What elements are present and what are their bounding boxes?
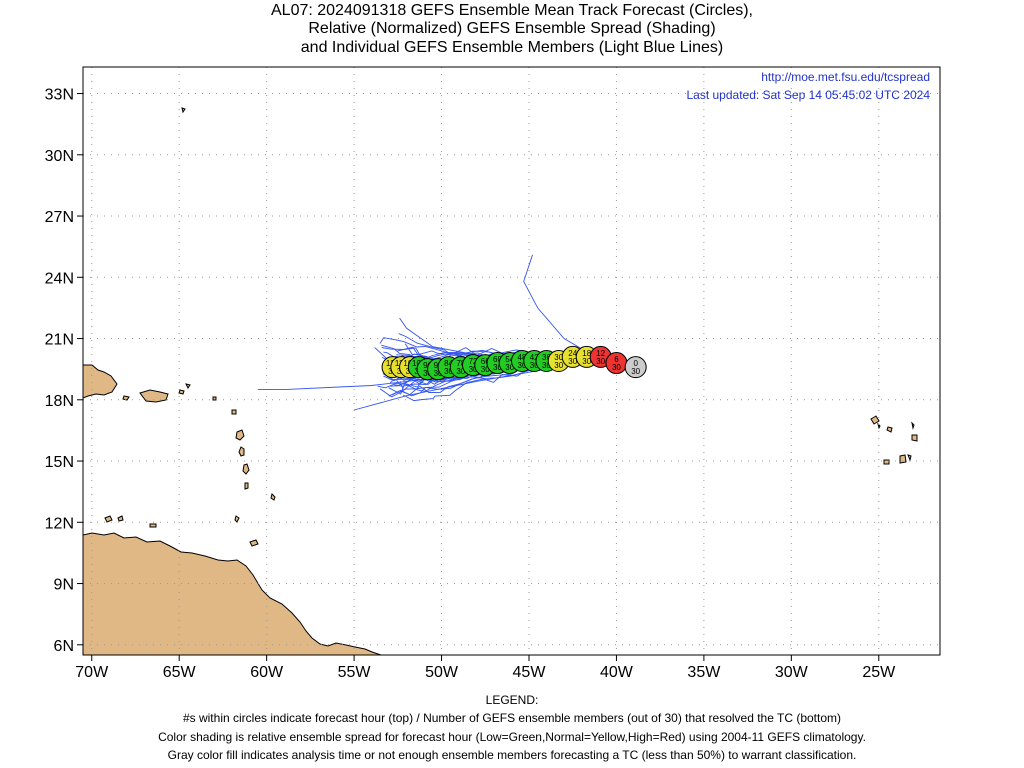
last-updated: Last updated: Sat Sep 14 05:45:02 UTC 20… [686,88,930,102]
lon-tick-label: 65W [163,664,197,681]
forecast-hour-label: 30 [554,353,563,362]
forecast-hour-label: 78 [456,359,465,368]
lon-tick-label: 25W [862,664,896,681]
lat-tick-label: 24N [45,270,74,287]
member-count-label: 30 [469,365,478,374]
south-america-land [83,532,382,655]
forecast-hour-label: 18 [582,349,591,358]
lon-tick-label: 55W [338,664,372,681]
title-line-1: AL07: 2024091318 GEFS Ensemble Mean Trac… [271,2,753,19]
lon-tick-label: 60W [250,664,284,681]
member-count-label: 30 [612,363,621,372]
member-count-label: 30 [596,357,605,366]
member-count-label: 30 [631,367,640,376]
member-count-label: 30 [554,361,563,370]
member-count-label: 30 [530,361,539,370]
legend-heading: LEGEND: [485,693,539,707]
lon-tick-label: 40W [600,664,634,681]
lat-tick-label: 15N [45,454,74,471]
lat-tick-label: 6N [54,638,74,655]
member-count-label: 30 [423,369,432,378]
mean-track-circle: 630 [605,352,628,375]
forecast-hour-label: 72 [469,357,478,366]
land-layer [83,107,918,655]
member-count-label: 30 [493,363,502,372]
member-count-label: 30 [518,361,527,370]
lat-tick-label: 27N [45,209,74,226]
mean-track-circle: 030 [624,356,647,379]
lon-tick-label: 50W [425,664,459,681]
source-url[interactable]: http://moe.met.fsu.edu/tcspread [761,70,930,84]
lon-tick-label: 35W [687,664,721,681]
mean-track-circles: 1203011430108301023096309030843078307230… [381,345,647,381]
forecast-hour-label: 12 [596,349,605,358]
lat-tick-label: 21N [45,332,74,349]
member-count-label: 30 [444,367,453,376]
forecast-hour-label: 66 [481,357,490,366]
title-line-2: Relative (Normalized) GEFS Ensemble Spre… [308,20,716,37]
lat-tick-label: 18N [45,393,74,410]
lat-tick-label: 33N [45,87,74,104]
legend-line-3: Gray color fill indicates analysis time … [167,748,857,762]
lat-tick-label: 12N [45,515,74,532]
lon-tick-label: 45W [513,664,547,681]
forecast-hour-label: 36 [542,353,551,362]
forecast-hour-label: 84 [444,359,453,368]
legend-line-1: #s within circles indicate forecast hour… [182,711,842,725]
forecast-circle [624,356,647,379]
forecast-hour-label: 0 [633,359,638,368]
title-line-3: and Individual GEFS Ensemble Members (Li… [300,39,724,56]
lat-tick-label: 9N [54,577,74,594]
forecast-hour-label: 42 [530,353,539,362]
member-count-label: 30 [582,357,591,366]
member-count-label: 30 [568,357,577,366]
member-count-label: 30 [542,361,551,370]
map-frame [82,66,941,656]
forecast-hour-label: 60 [493,355,502,364]
member-count-label: 30 [505,363,514,372]
forecast-hour-label: 24 [568,349,577,358]
member-count-label: 30 [481,365,490,374]
member-track-line [353,368,547,411]
forecast-hour-label: 54 [505,355,514,364]
legend-line-2: Color shading is relative ensemble sprea… [158,730,866,744]
member-count-label: 30 [434,369,443,378]
lat-tick-label: 30N [45,148,74,165]
forecast-hour-label: 48 [518,353,527,362]
member-count-label: 30 [456,367,465,376]
virgin-islands [139,389,169,403]
lon-tick-label: 30W [775,664,809,681]
member-track-line [523,254,600,360]
lon-tick-label: 70W [75,664,109,681]
forecast-hour-label: 6 [614,355,619,364]
